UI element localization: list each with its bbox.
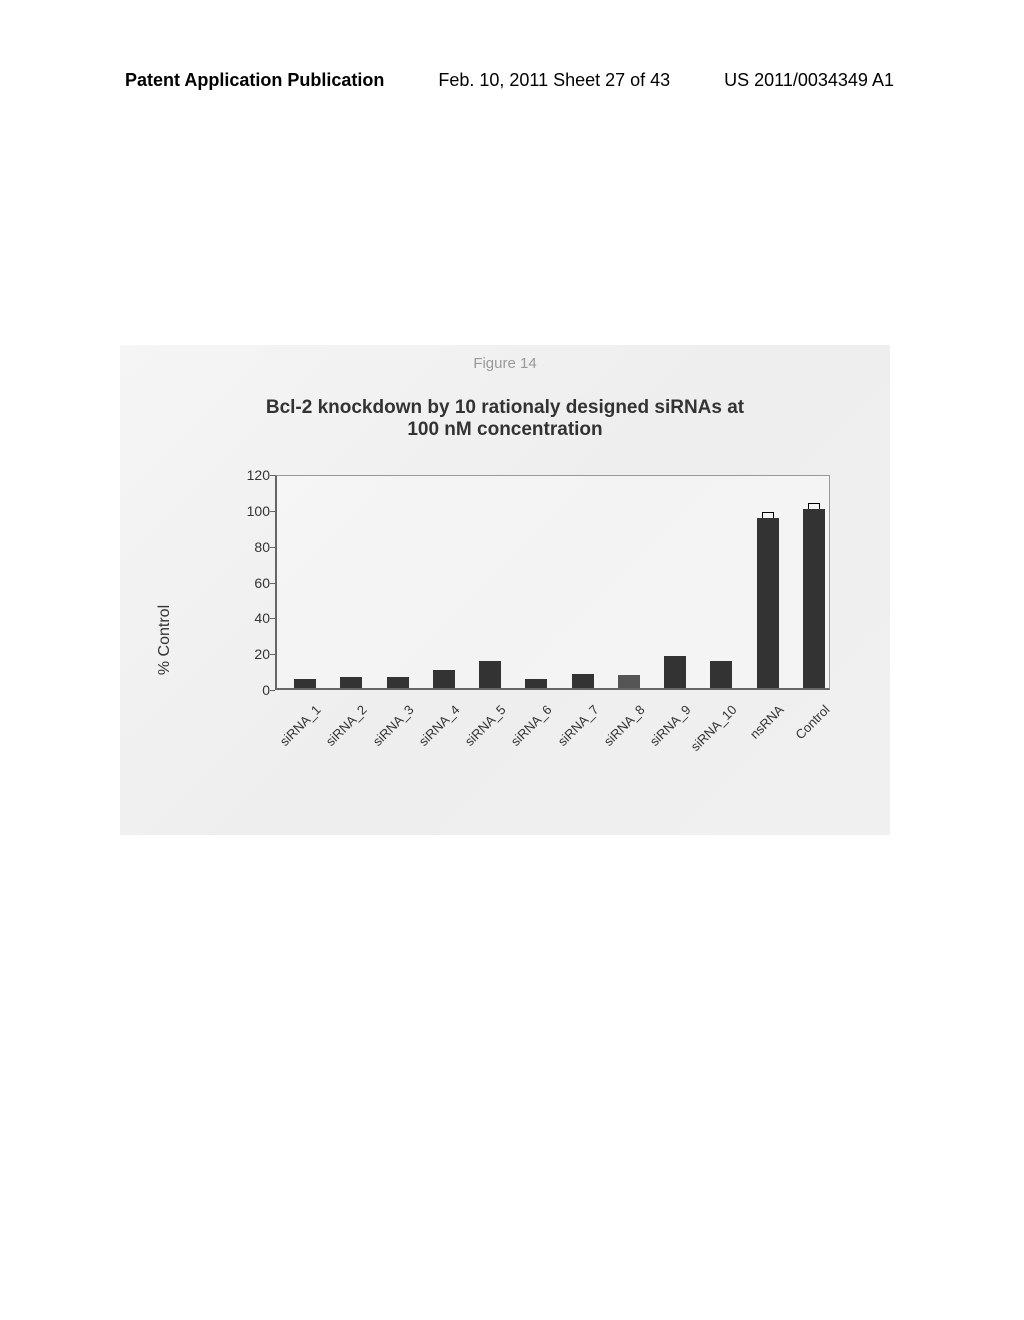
bar xyxy=(479,661,501,688)
x-axis-label: nsRNA xyxy=(733,702,786,755)
bar xyxy=(803,509,825,688)
bar xyxy=(340,677,362,688)
y-tick-label: 20 xyxy=(240,646,270,662)
error-bar xyxy=(808,503,820,508)
y-axis-label: % Control xyxy=(156,605,174,675)
x-axis-label: siRNA_6 xyxy=(502,702,555,755)
chart-title-line2: 100 nM concentration xyxy=(120,419,890,441)
bar xyxy=(572,674,594,688)
bar xyxy=(710,661,732,688)
chart-title: Bcl-2 knockdown by 10 rationaly designed… xyxy=(120,397,890,441)
bar xyxy=(294,679,316,688)
x-axis-label: siRNA_5 xyxy=(456,702,509,755)
header-publication: Patent Application Publication xyxy=(125,70,384,91)
x-axis-label: siRNA_4 xyxy=(409,702,462,755)
x-axis-label: siRNA_8 xyxy=(594,702,647,755)
y-tick-label: 60 xyxy=(240,575,270,591)
x-axis-label: Control xyxy=(779,702,832,755)
bar xyxy=(433,670,455,688)
bar xyxy=(618,675,640,688)
y-tick-label: 120 xyxy=(240,467,270,483)
figure-area: Figure 14 Bcl-2 knockdown by 10 rational… xyxy=(120,345,890,835)
chart-container: % Control 020406080100120 siRNA_1siRNA_2… xyxy=(180,475,850,805)
header-date-sheet: Feb. 10, 2011 Sheet 27 of 43 xyxy=(438,70,670,91)
x-axis-label: siRNA_10 xyxy=(687,702,740,755)
page-header: Patent Application Publication Feb. 10, … xyxy=(0,70,1024,91)
bar xyxy=(525,679,547,688)
plot-area xyxy=(275,475,830,690)
bar xyxy=(664,656,686,688)
y-tick-mark xyxy=(270,690,275,691)
x-axis-label: siRNA_9 xyxy=(641,702,694,755)
y-tick-label: 40 xyxy=(240,610,270,626)
bar xyxy=(757,518,779,688)
x-axis-label: siRNA_1 xyxy=(271,702,324,755)
x-axis-label: siRNA_3 xyxy=(363,702,416,755)
x-axis-label: siRNA_2 xyxy=(317,702,370,755)
x-axis-label: siRNA_7 xyxy=(548,702,601,755)
error-bar xyxy=(762,512,774,517)
y-tick-label: 80 xyxy=(240,539,270,555)
chart-title-line1: Bcl-2 knockdown by 10 rationaly designed… xyxy=(120,397,890,419)
bar xyxy=(387,677,409,688)
y-tick-label: 100 xyxy=(240,503,270,519)
y-tick-label: 0 xyxy=(240,682,270,698)
figure-number: Figure 14 xyxy=(473,355,536,372)
header-patent-number: US 2011/0034349 A1 xyxy=(724,70,894,91)
